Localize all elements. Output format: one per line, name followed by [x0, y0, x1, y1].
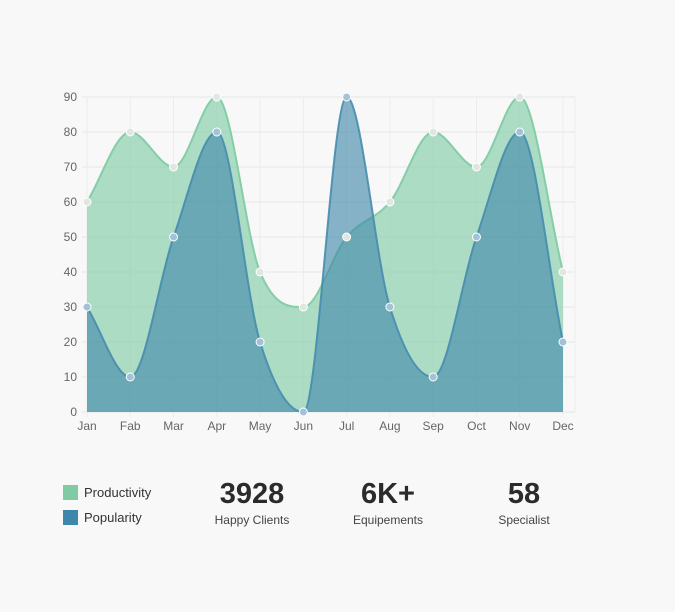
y-tick-label: 20	[64, 335, 78, 349]
point-productivity[interactable]	[82, 197, 92, 207]
stat-happy-clients: 3928 Happy Clients	[202, 476, 302, 528]
chart-areas	[86, 95, 564, 414]
point-productivity[interactable]	[125, 127, 135, 137]
x-tick-label: Jun	[294, 419, 313, 433]
x-tick-label: Aug	[379, 419, 400, 433]
y-tick-label: 0	[70, 405, 77, 419]
area-chart: 0 10 20 30 40 50 60 70 80 90 Jan Fab Mar Apr May Jun Ju…	[64, 90, 576, 433]
point-productivity[interactable]	[471, 162, 481, 172]
point-popularity[interactable]	[212, 127, 222, 137]
y-tick-label: 60	[64, 195, 78, 209]
x-tick-label: Apr	[207, 419, 226, 433]
point-productivity[interactable]	[298, 302, 308, 312]
legend-item-productivity[interactable]: Productivity	[63, 480, 151, 505]
point-productivity[interactable]	[342, 232, 352, 242]
point-popularity[interactable]	[82, 302, 92, 312]
stat-label: Equipements	[352, 513, 424, 527]
point-popularity[interactable]	[385, 302, 395, 312]
point-popularity[interactable]	[515, 127, 525, 137]
legend-label-popularity: Popularity	[84, 510, 142, 525]
point-productivity[interactable]	[255, 267, 265, 277]
point-popularity[interactable]	[428, 372, 438, 382]
stat-value: 3928	[219, 478, 285, 510]
y-tick-label: 90	[64, 90, 78, 104]
stat-label: Specialist	[498, 513, 550, 527]
x-axis-ticks: Jan Fab Mar Apr May Jun Jul Aug Sep Oct Nov Dec	[77, 419, 573, 433]
y-tick-label: 70	[64, 160, 78, 174]
y-tick-label: 40	[64, 265, 78, 279]
stat-specialist: 58 Specialist	[474, 476, 574, 528]
point-popularity[interactable]	[471, 232, 481, 242]
chart-points	[82, 92, 568, 417]
point-popularity[interactable]	[125, 372, 135, 382]
point-popularity[interactable]	[298, 407, 308, 417]
point-popularity[interactable]	[558, 337, 568, 347]
stat-equipements: 6K+ Equipements	[338, 476, 438, 528]
stat-value: 6K+	[360, 478, 415, 510]
point-productivity[interactable]	[169, 162, 179, 172]
point-popularity[interactable]	[342, 92, 352, 102]
x-tick-label: Mar	[163, 419, 184, 433]
legend-item-popularity[interactable]: Popularity	[63, 505, 151, 530]
point-productivity[interactable]	[385, 197, 395, 207]
y-tick-label: 80	[64, 125, 78, 139]
y-tick-label: 10	[64, 370, 78, 384]
y-tick-label: 30	[64, 300, 78, 314]
x-tick-label: Nov	[509, 419, 530, 433]
legend-swatch-popularity	[63, 510, 78, 525]
y-axis-ticks: 0 10 20 30 40 50 60 70 80 90	[64, 90, 78, 419]
x-tick-label: Jan	[77, 419, 96, 433]
point-productivity[interactable]	[428, 127, 438, 137]
x-tick-label: Fab	[120, 419, 141, 433]
point-popularity[interactable]	[169, 232, 179, 242]
legend-swatch-productivity	[63, 485, 78, 500]
point-productivity[interactable]	[558, 267, 568, 277]
y-tick-label: 50	[64, 230, 78, 244]
point-productivity[interactable]	[515, 92, 525, 102]
stat-value: 58	[507, 478, 541, 510]
x-tick-label: Jul	[339, 419, 354, 433]
x-tick-label: Oct	[467, 419, 486, 433]
stat-label: Happy Clients	[214, 513, 290, 527]
legend-label-productivity: Productivity	[84, 485, 152, 500]
point-popularity[interactable]	[255, 337, 265, 347]
chart-legend: Productivity Popularity	[63, 480, 151, 530]
x-tick-label: Sep	[423, 419, 445, 433]
point-productivity[interactable]	[212, 92, 222, 102]
x-tick-label: Dec	[552, 419, 573, 433]
x-tick-label: May	[249, 419, 272, 433]
